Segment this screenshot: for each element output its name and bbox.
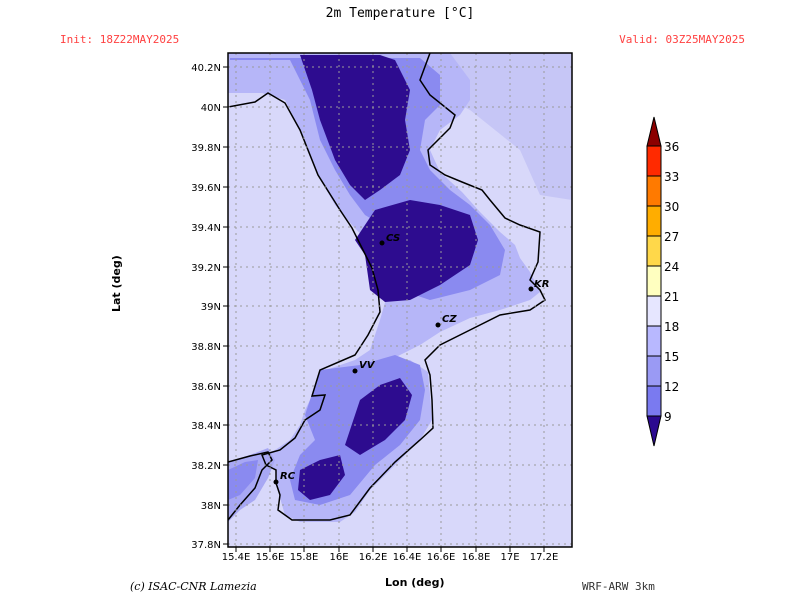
city-label-cz: CZ <box>442 314 457 325</box>
x-tick-label: 15.8E <box>290 552 319 563</box>
colorbar-swatch <box>646 265 662 297</box>
y-tick-label: 40N <box>201 103 221 114</box>
colorbar-bottom-arrow <box>646 415 662 447</box>
city-dot-rc <box>273 479 279 485</box>
y-tick-label: 38.4N <box>191 421 221 432</box>
colorbar-swatch <box>646 175 662 207</box>
y-tick-label: 38.8N <box>191 342 221 353</box>
y-tick-label: 39.4N <box>191 223 221 234</box>
y-tick-label: 38.6N <box>191 382 221 393</box>
colorbar-swatch <box>646 385 662 417</box>
colorbar-label: 9 <box>664 410 672 424</box>
y-axis-label: Lat (deg) <box>110 255 123 312</box>
map-panel <box>228 53 572 547</box>
credit-text: (c) ISAC-CNR Lamezia <box>130 580 257 593</box>
y-tick-label: 40.2N <box>191 63 221 74</box>
y-tick-label: 39.6N <box>191 183 221 194</box>
y-tick-label: 38.2N <box>191 461 221 472</box>
x-tick-label: 16.4E <box>393 552 422 563</box>
x-axis-label: Lon (deg) <box>385 576 445 589</box>
city-dot-cs <box>379 240 385 246</box>
colorbar-label: 12 <box>664 380 679 394</box>
colorbar-label: 36 <box>664 140 679 154</box>
grid-lines <box>228 53 572 547</box>
x-tick-label: 16.6E <box>427 552 456 563</box>
x-tick-label: 17E <box>500 552 519 563</box>
x-tick-label: 15.6E <box>256 552 285 563</box>
colorbar-swatch <box>646 205 662 237</box>
x-tick-label: 15.4E <box>222 552 251 563</box>
coastline <box>228 53 546 521</box>
city-dot-vv <box>352 368 358 374</box>
x-tick-label: 16E <box>329 552 348 563</box>
y-tick-label: 39.2N <box>191 263 221 274</box>
valid-time: Valid: 03Z25MAY2025 <box>619 33 745 46</box>
colorbar-label: 30 <box>664 200 679 214</box>
y-tick-label: 39.8N <box>191 143 221 154</box>
city-dot-kr <box>528 286 534 292</box>
colorbar-label: 15 <box>664 350 679 364</box>
colorbar-label: 21 <box>664 290 679 304</box>
city-label-rc: RC <box>280 471 296 482</box>
city-label-cs: CS <box>386 233 400 244</box>
city-label-vv: VV <box>359 360 376 371</box>
colorbar-top-arrow <box>646 116 662 147</box>
city-dot-cz <box>435 322 441 328</box>
x-tick-label: 16.8E <box>462 552 491 563</box>
x-tick-label: 16.2E <box>359 552 388 563</box>
x-tick-label: 17.2E <box>530 552 559 563</box>
sicily-coastline <box>228 451 273 521</box>
y-tick-label: 39N <box>201 302 221 313</box>
colorbar-swatch <box>646 145 662 177</box>
y-tick-labels: 40.2N 40N 39.8N 39.6N 39.4N 39.2N 39N 38… <box>191 63 221 551</box>
colorbar-label: 24 <box>664 260 679 274</box>
map-frame <box>227 52 573 548</box>
colorbar-swatch <box>646 355 662 387</box>
y-tick-label: 37.8N <box>191 540 221 551</box>
city-label-kr: KR <box>534 279 549 290</box>
colorbar-swatch <box>646 325 662 357</box>
colorbar-label: 27 <box>664 230 679 244</box>
y-tick-label: 38N <box>201 501 221 512</box>
colorbar-swatch <box>646 235 662 267</box>
model-text: WRF-ARW 3km <box>582 580 655 593</box>
colorbar-label: 18 <box>664 320 679 334</box>
axis-ticks <box>223 66 545 552</box>
city-markers: CS KR CZ VV RC <box>273 233 549 485</box>
colorbar-swatch <box>646 295 662 327</box>
colorbar: 36 33 30 27 24 21 18 15 12 9 <box>646 116 679 447</box>
init-time: Init: 18Z22MAY2025 <box>60 33 180 46</box>
map-title: 2m Temperature [°C] <box>325 6 475 21</box>
colorbar-label: 33 <box>664 170 679 184</box>
x-tick-labels: 15.4E 15.6E 15.8E 16E 16.2E 16.4E 16.6E … <box>222 552 559 563</box>
